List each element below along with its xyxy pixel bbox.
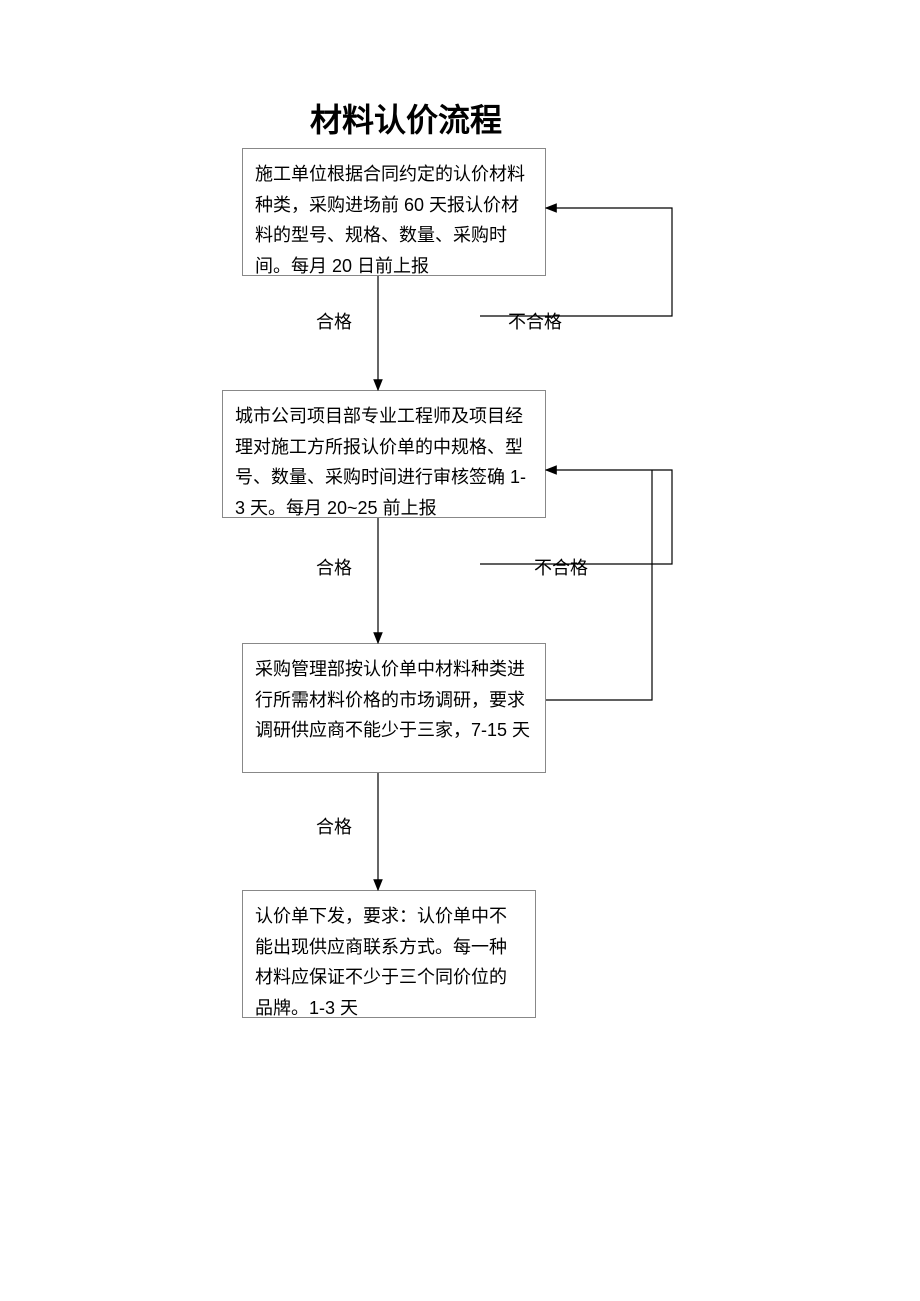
flowchart-node-2: 城市公司项目部专业工程师及项目经理对施工方所报认价单的中规格、型号、数量、采购时…	[222, 390, 546, 518]
flowchart-node-4: 认价单下发，要求：认价单中不能出现供应商联系方式。每一种材料应保证不少于三个同价…	[242, 890, 536, 1018]
edge-label-pass-1: 合格	[316, 308, 352, 334]
flowchart-node-1: 施工单位根据合同约定的认价材料种类，采购进场前 60 天报认价材料的型号、规格、…	[242, 148, 546, 276]
flowchart-title: 材料认价流程	[310, 95, 502, 141]
edge-label-pass-2: 合格	[316, 554, 352, 580]
flowchart-node-3: 采购管理部按认价单中材料种类进行所需材料价格的市场调研，要求调研供应商不能少于三…	[242, 643, 546, 773]
edge-label-pass-3: 合格	[316, 813, 352, 839]
edge-label-fail-1: 不合格	[508, 308, 562, 334]
edge-label-fail-2: 不合格	[534, 554, 588, 580]
